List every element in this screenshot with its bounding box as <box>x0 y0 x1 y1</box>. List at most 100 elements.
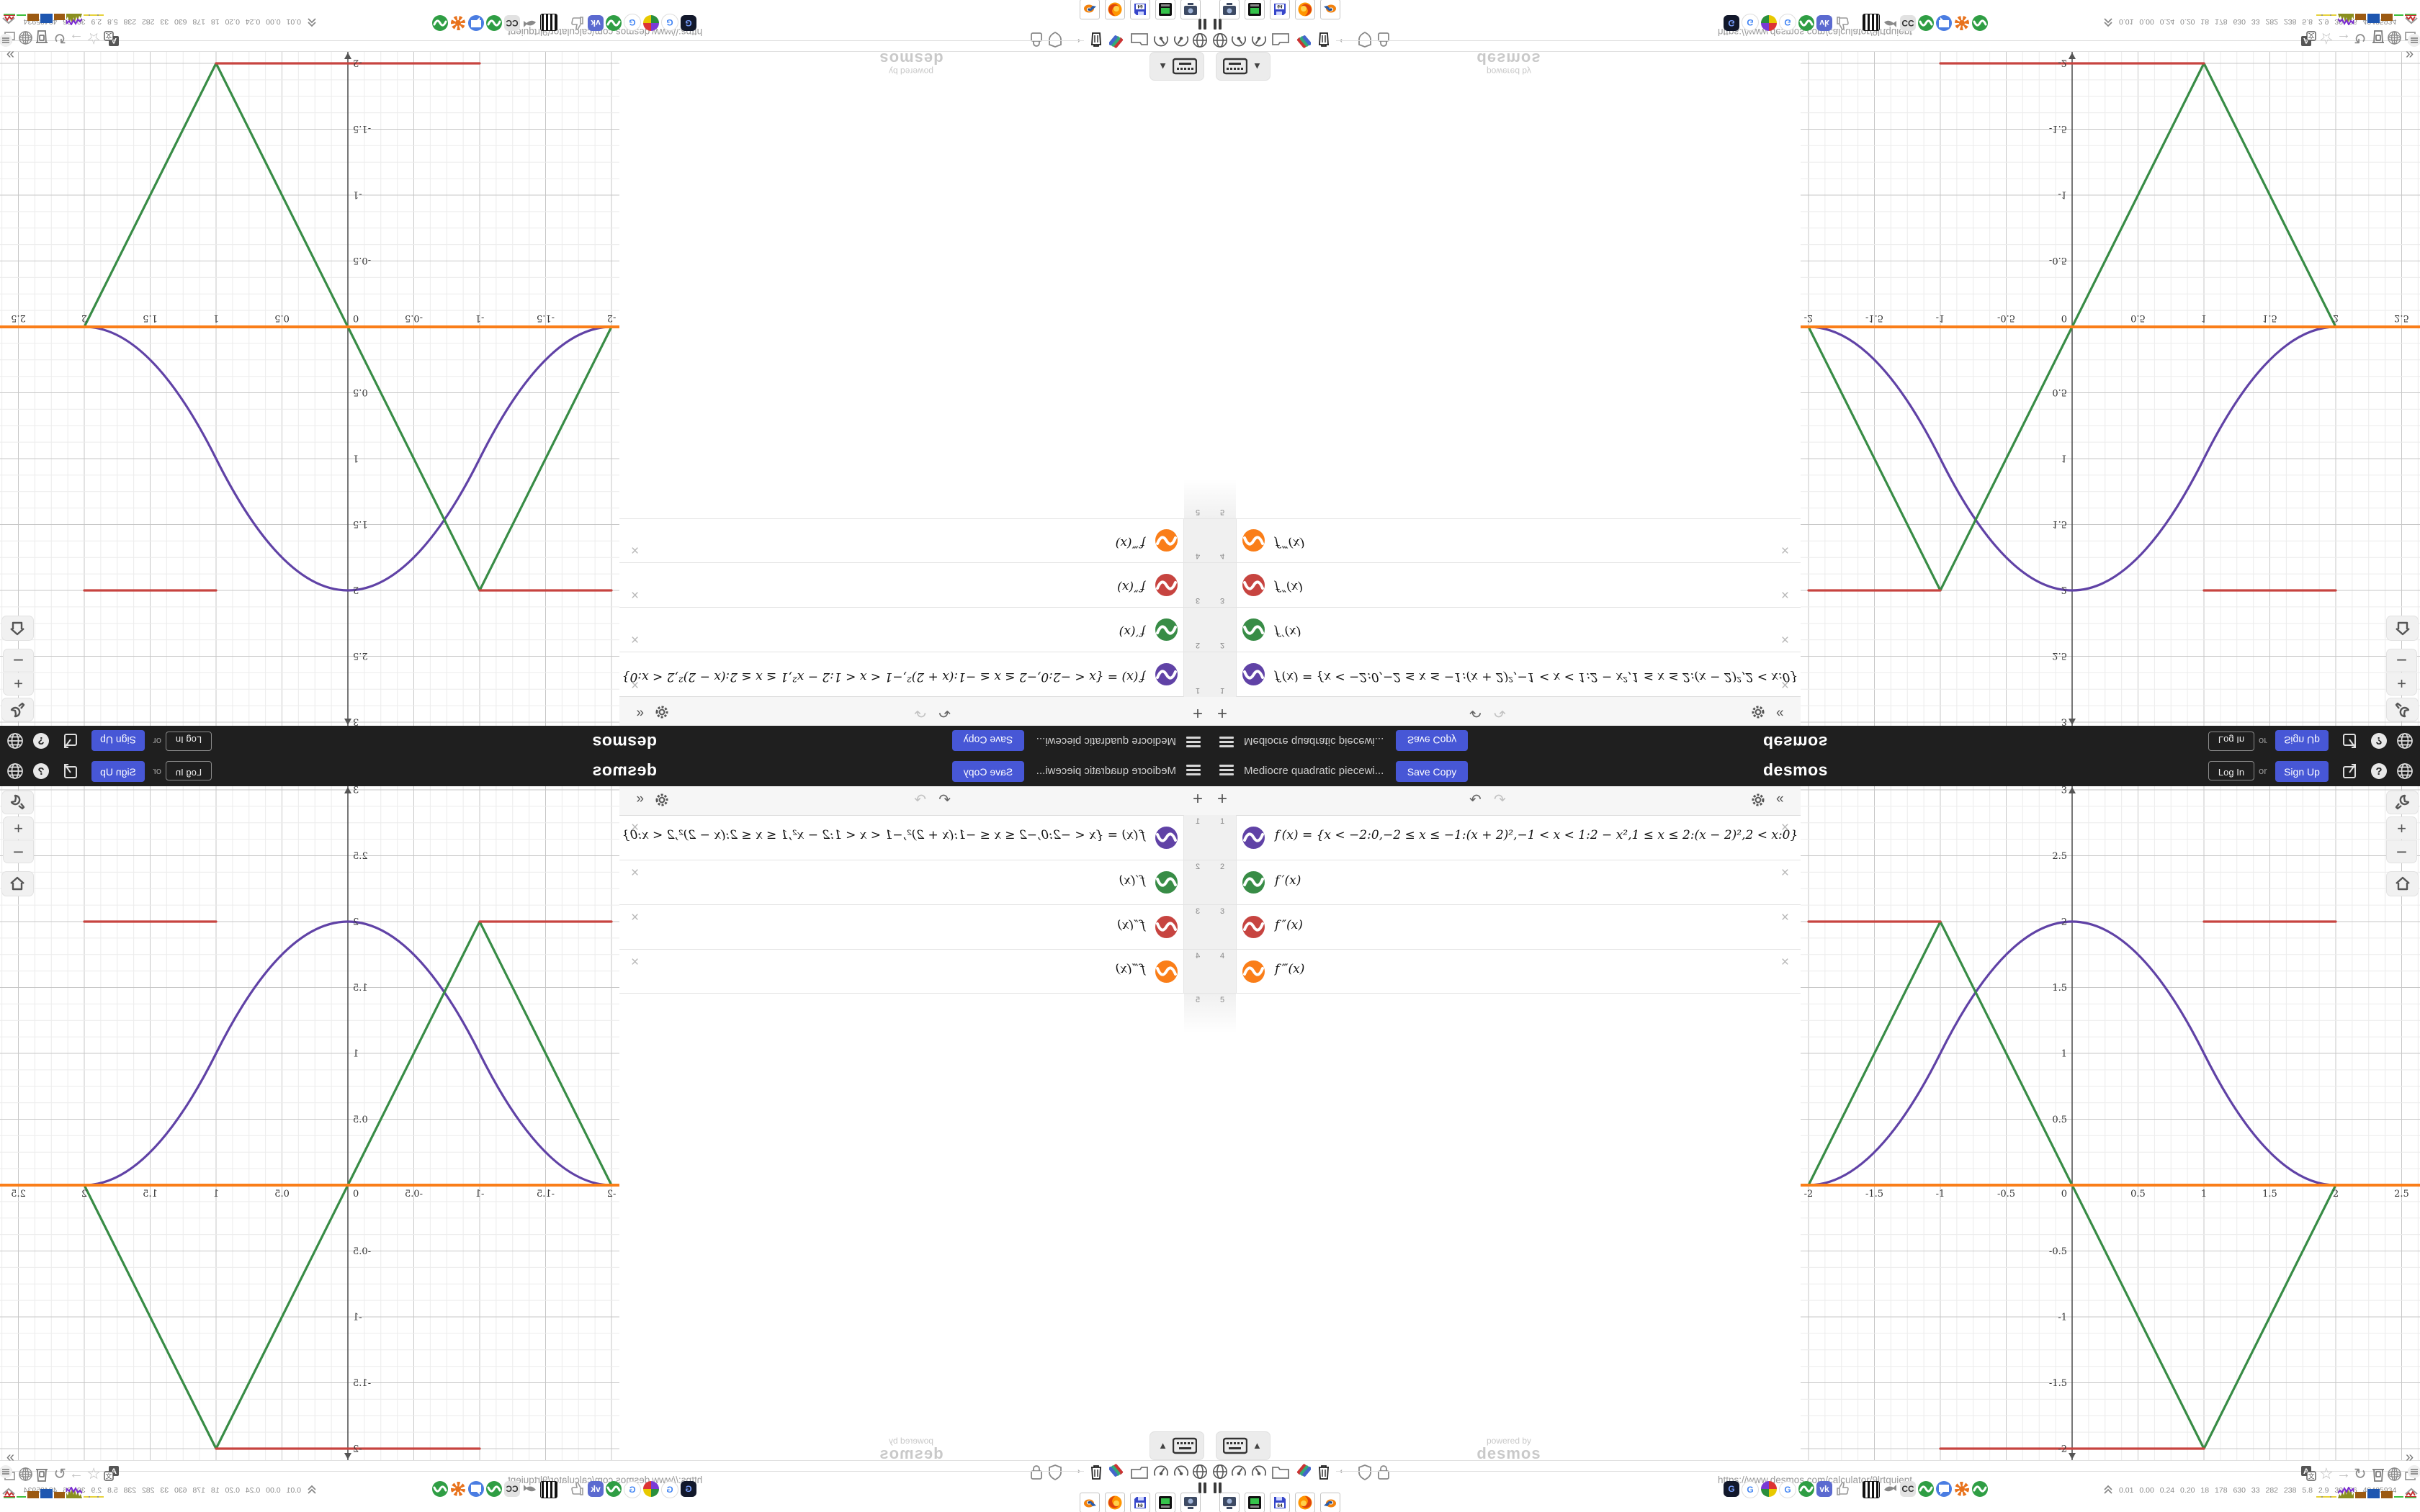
menu-icon[interactable] <box>2408 1465 2420 1482</box>
expression-visibility-icon[interactable] <box>1155 663 1178 686</box>
menu-icon[interactable] <box>0 1465 12 1482</box>
globe-icon[interactable] <box>2396 762 2414 780</box>
archive-icon[interactable] <box>35 28 49 45</box>
graph-title[interactable]: Mediocre quadratic piecewi... <box>1244 735 1384 747</box>
sphere-icon[interactable] <box>2387 28 2402 45</box>
globe-icon[interactable] <box>6 732 24 750</box>
desmos-favicon[interactable] <box>1918 15 1934 31</box>
collapse-panel-icon[interactable]: « <box>636 706 644 721</box>
blender-icon[interactable] <box>1320 0 1340 19</box>
desmos-logo[interactable]: desmos <box>592 733 657 752</box>
google-chat-favicon[interactable]: G <box>1724 1481 1739 1497</box>
expression-row[interactable]: 4 f ‴(x) × <box>619 950 1210 994</box>
gear-orange-favicon[interactable] <box>450 1481 466 1497</box>
expression-row[interactable]: 3 f ″(x) × <box>1210 562 1801 607</box>
expression-math[interactable]: f ‴(x) <box>1115 962 1145 976</box>
zoom-out-button[interactable]: − <box>3 840 34 863</box>
disk-utility-icon[interactable] <box>1155 1493 1175 1512</box>
expression-row[interactable]: 2 f ′(x) × <box>1210 860 1801 905</box>
bookmark-star-icon[interactable]: ☆ <box>86 1464 101 1482</box>
gear-icon[interactable] <box>1750 704 1766 720</box>
collapse-panel-icon[interactable]: « <box>1776 791 1784 806</box>
folder-icon[interactable] <box>1130 31 1149 48</box>
desmos-favicon[interactable] <box>486 15 502 31</box>
login-button[interactable]: Log In <box>166 761 212 780</box>
sphere-icon[interactable] <box>18 1467 33 1484</box>
collapse-chevron-icon[interactable] <box>2404 17 2419 25</box>
fish-favicon[interactable] <box>522 15 538 31</box>
graph-paper[interactable]: -2 -1.5 -1 -0.5 0.5 1 1.5 2 2.5 3 2.5 2 1.5 1 0.5 -0.5 -… <box>1801 786 2420 1460</box>
expression-row[interactable]: 1 f (x) = {x < −2:0,−2 ≤ x ≤ −1:(x + 2)²… <box>1210 652 1801 697</box>
delete-expression-icon[interactable]: × <box>631 587 640 602</box>
add-expression-icon[interactable]: + <box>1192 789 1203 809</box>
trash-icon[interactable] <box>1317 1464 1331 1481</box>
vk-favicon[interactable]: vk <box>1816 1481 1832 1497</box>
pin-icon[interactable] <box>1109 31 1124 48</box>
bookmark-star-icon[interactable]: ☆ <box>2319 1464 2334 1482</box>
collapse-chevron-icon[interactable] <box>1 17 16 25</box>
signup-button[interactable]: Sign Up <box>2275 761 2329 782</box>
add-expression-icon[interactable]: + <box>1192 703 1203 723</box>
expression-visibility-icon[interactable] <box>1155 826 1178 849</box>
zoom-out-button[interactable]: − <box>3 649 34 672</box>
login-button[interactable]: Log In <box>2208 761 2254 780</box>
cc-favicon[interactable]: CC <box>504 1481 520 1497</box>
trash-icon[interactable] <box>1089 31 1103 48</box>
expression-visibility-icon[interactable] <box>1242 663 1265 686</box>
fish-favicon[interactable] <box>522 1481 538 1497</box>
redo-icon[interactable]: ↷ <box>1494 704 1506 720</box>
help-icon[interactable]: ? <box>2370 762 2388 780</box>
delete-expression-icon[interactable]: × <box>631 910 640 925</box>
blender-icon[interactable] <box>1320 1493 1340 1512</box>
expression-row[interactable]: 1 f (x) = {x < −2:0,−2 ≤ x ≤ −1:(x + 2)²… <box>619 652 1210 697</box>
save-copy-button[interactable]: Save Copy <box>952 761 1024 782</box>
archive-icon[interactable] <box>2371 1467 2385 1484</box>
delete-expression-icon[interactable]: × <box>1780 910 1789 925</box>
expression-visibility-icon[interactable] <box>1155 960 1178 983</box>
zoom-in-button[interactable]: + <box>2386 672 2417 696</box>
hamburger-menu-icon[interactable] <box>1219 765 1234 776</box>
archive-icon[interactable] <box>2371 28 2385 45</box>
redo-icon[interactable]: ↷ <box>914 792 926 808</box>
delete-expression-icon[interactable]: × <box>1780 865 1789 881</box>
google-chat-favicon[interactable]: G <box>681 1481 696 1497</box>
firefox-icon[interactable] <box>1105 1493 1125 1512</box>
tray-expand-icon[interactable] <box>2103 17 2113 28</box>
archive-icon[interactable] <box>35 1467 49 1484</box>
color-wheel-favicon[interactable] <box>1761 1481 1777 1497</box>
expression-row[interactable]: 2 f ′(x) × <box>619 607 1210 652</box>
blender-icon[interactable] <box>1080 0 1100 19</box>
expression-row[interactable]: 5 <box>1210 475 1801 518</box>
sphere-icon[interactable] <box>18 28 33 45</box>
graph-settings-button[interactable] <box>2386 791 2419 814</box>
globe-icon[interactable] <box>6 762 24 780</box>
floppy64-icon[interactable]: 64 <box>1130 1493 1150 1512</box>
expression-math[interactable]: f (x) = {x < −2:0,−2 ≤ x ≤ −1:(x + 2)²,−… <box>1275 828 1798 842</box>
help-icon[interactable]: ? <box>32 732 50 750</box>
pin-icon[interactable] <box>1296 1464 1311 1481</box>
expression-math[interactable]: f ″(x) <box>1275 917 1303 932</box>
hamburger-menu-icon[interactable] <box>1219 736 1234 747</box>
undo-icon[interactable]: ↶ <box>1469 792 1482 808</box>
graph-title[interactable]: Mediocre quadratic piecewi... <box>1036 765 1176 777</box>
redo-icon[interactable]: ↷ <box>1494 792 1506 808</box>
taskbar-pipes-icon[interactable] <box>1214 1482 1224 1497</box>
google-favicon[interactable]: G <box>1742 14 1759 31</box>
expression-visibility-icon[interactable] <box>1242 529 1265 552</box>
folder-icon[interactable] <box>1271 31 1290 48</box>
expression-math[interactable]: f (x) = {x < −2:0,−2 ≤ x ≤ −1:(x + 2)²,−… <box>622 828 1145 842</box>
gear-icon[interactable] <box>654 704 670 720</box>
gauge-icon[interactable] <box>1230 31 1247 48</box>
gauge-icon[interactable] <box>1173 31 1190 48</box>
reload-icon[interactable]: ↻ <box>2354 30 2367 46</box>
globe-icon[interactable] <box>2396 732 2414 750</box>
help-icon[interactable]: ? <box>2370 732 2388 750</box>
fish-favicon[interactable] <box>1882 1481 1898 1497</box>
desmos-favicon[interactable] <box>432 1481 448 1497</box>
gear-orange-favicon[interactable] <box>450 15 466 31</box>
google-favicon[interactable]: G <box>624 1481 641 1498</box>
save-copy-button[interactable]: Save Copy <box>1396 761 1468 782</box>
expression-row[interactable]: 3 f ″(x) × <box>619 562 1210 607</box>
thumbs-up-favicon[interactable] <box>570 15 586 31</box>
